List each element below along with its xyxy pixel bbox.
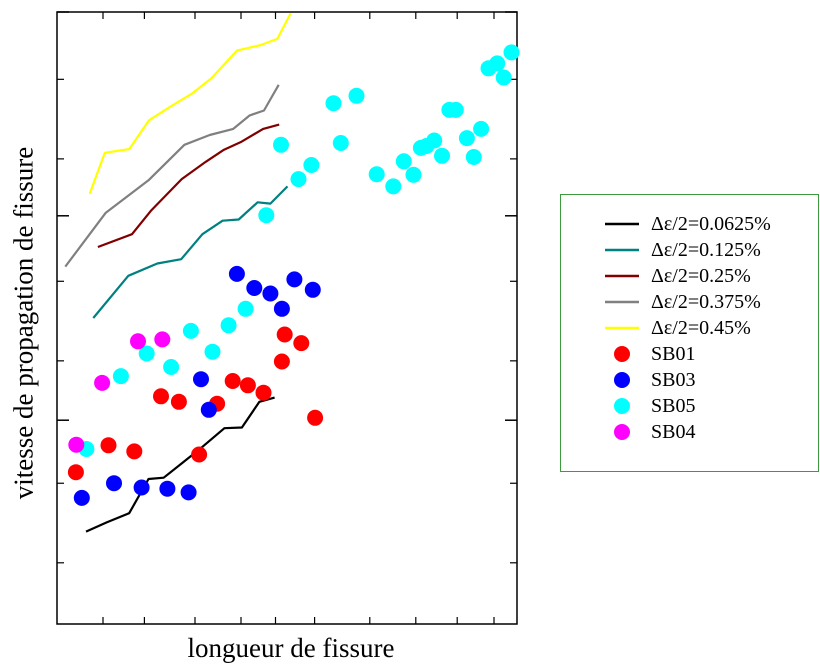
data-point-sb05	[325, 95, 342, 112]
data-point-sb01	[100, 437, 117, 454]
data-point-sb01	[255, 384, 272, 401]
data-point-sb05	[489, 55, 506, 72]
data-point-sb05	[138, 345, 155, 362]
legend-label: SB05	[651, 395, 696, 417]
legend-line-swatch	[605, 274, 639, 278]
legend-item: Δε/2=0.125%	[561, 237, 818, 263]
data-point-sb05	[426, 132, 443, 149]
data-point-sb05	[503, 44, 520, 61]
data-point-sb01	[153, 388, 169, 405]
data-point-sb01	[67, 464, 84, 481]
legend-label: SB04	[651, 421, 696, 443]
data-point-sb05	[332, 135, 349, 151]
data-point-sb03	[228, 265, 245, 282]
series-lines	[64, 12, 292, 533]
data-point-sb05	[434, 147, 450, 164]
data-point-sb03	[273, 300, 290, 317]
data-point-sb03	[193, 371, 209, 388]
data-point-sb05	[290, 171, 307, 188]
legend-dot-swatch	[614, 346, 630, 362]
data-point-sb01	[307, 409, 324, 426]
legend-item: SB01	[561, 341, 818, 367]
data-point-sb05	[447, 101, 464, 118]
legend-label: SB03	[651, 369, 696, 391]
legend-line-swatch	[605, 248, 639, 252]
data-point-sb05	[204, 343, 221, 360]
data-point-sb05	[220, 317, 237, 334]
legend-line-swatch	[605, 222, 639, 226]
data-point-sb05	[395, 153, 412, 170]
data-point-sb01	[224, 373, 241, 389]
data-point-sb01	[239, 377, 256, 394]
plot-frame	[56, 11, 518, 625]
axis-ticks	[57, 11, 517, 624]
data-point-sb01	[293, 335, 310, 352]
data-point-sb05	[348, 87, 365, 104]
data-point-sb03	[200, 401, 217, 418]
legend-item: Δε/2=0.375%	[561, 289, 818, 315]
legend-label: Δε/2=0.375%	[651, 291, 761, 313]
data-point-sb01	[126, 443, 143, 460]
legend-item: Δε/2=0.45%	[561, 315, 818, 341]
data-point-sb05	[258, 207, 275, 224]
legend-item: SB03	[561, 367, 818, 393]
series-line-4	[88, 12, 292, 195]
data-point-sb03	[304, 281, 321, 298]
data-point-sb05	[368, 166, 385, 183]
data-point-sb01	[276, 326, 293, 343]
data-point-sb04	[68, 436, 85, 453]
legend-item: Δε/2=0.25%	[561, 263, 818, 289]
data-point-sb04	[130, 333, 146, 350]
series-line-2	[97, 123, 280, 249]
legend-item: Δε/2=0.0625%	[561, 211, 818, 237]
legend-dot-swatch	[614, 372, 630, 388]
data-point-sb03	[286, 271, 303, 288]
data-point-sb04	[154, 331, 171, 348]
data-point-sb03	[106, 475, 122, 492]
data-point-sb03	[159, 480, 176, 497]
x-axis-label: longueur de fissure	[187, 633, 395, 663]
series-line-0	[85, 396, 275, 533]
data-point-sb03	[180, 484, 197, 501]
data-point-sb05	[182, 322, 199, 339]
data-point-sb01	[170, 393, 187, 410]
series-line-3	[64, 84, 280, 268]
legend-dot-swatch	[614, 424, 630, 440]
legend-label: Δε/2=0.0625%	[651, 213, 771, 235]
legend-line-swatch	[605, 326, 639, 330]
data-point-sb05	[473, 120, 490, 137]
legend-line-swatch	[605, 300, 639, 304]
data-point-sb03	[133, 479, 150, 496]
data-point-sb05	[495, 69, 512, 86]
legend: Δε/2=0.0625% Δε/2=0.125% Δε/2=0.25% Δε/2=0.…	[560, 194, 819, 472]
series-points	[67, 44, 520, 506]
data-point-sb05	[163, 359, 180, 375]
data-point-sb01	[273, 353, 290, 370]
legend-dot-swatch	[614, 398, 630, 414]
legend-label: Δε/2=0.45%	[651, 317, 751, 339]
data-point-sb05	[385, 178, 402, 195]
data-point-sb05	[458, 130, 475, 147]
series-line-1	[92, 185, 289, 319]
data-point-sb05	[465, 149, 482, 165]
data-point-sb04	[94, 374, 111, 391]
data-point-sb05	[237, 300, 254, 317]
legend-label: Δε/2=0.125%	[651, 239, 761, 261]
data-point-sb03	[262, 285, 279, 302]
data-point-sb03	[73, 489, 90, 506]
data-point-sb01	[191, 446, 208, 463]
legend-label: SB01	[651, 343, 696, 365]
data-point-sb05	[273, 136, 289, 153]
legend-label: Δε/2=0.25%	[651, 265, 751, 287]
data-point-sb05	[112, 368, 129, 385]
y-axis-label: vitesse de propagation de fissure	[8, 146, 39, 500]
data-point-sb05	[405, 166, 422, 183]
data-point-sb03	[246, 280, 263, 296]
legend-item: SB05	[561, 393, 818, 419]
legend-item: SB04	[561, 419, 818, 445]
data-point-sb05	[303, 157, 320, 173]
